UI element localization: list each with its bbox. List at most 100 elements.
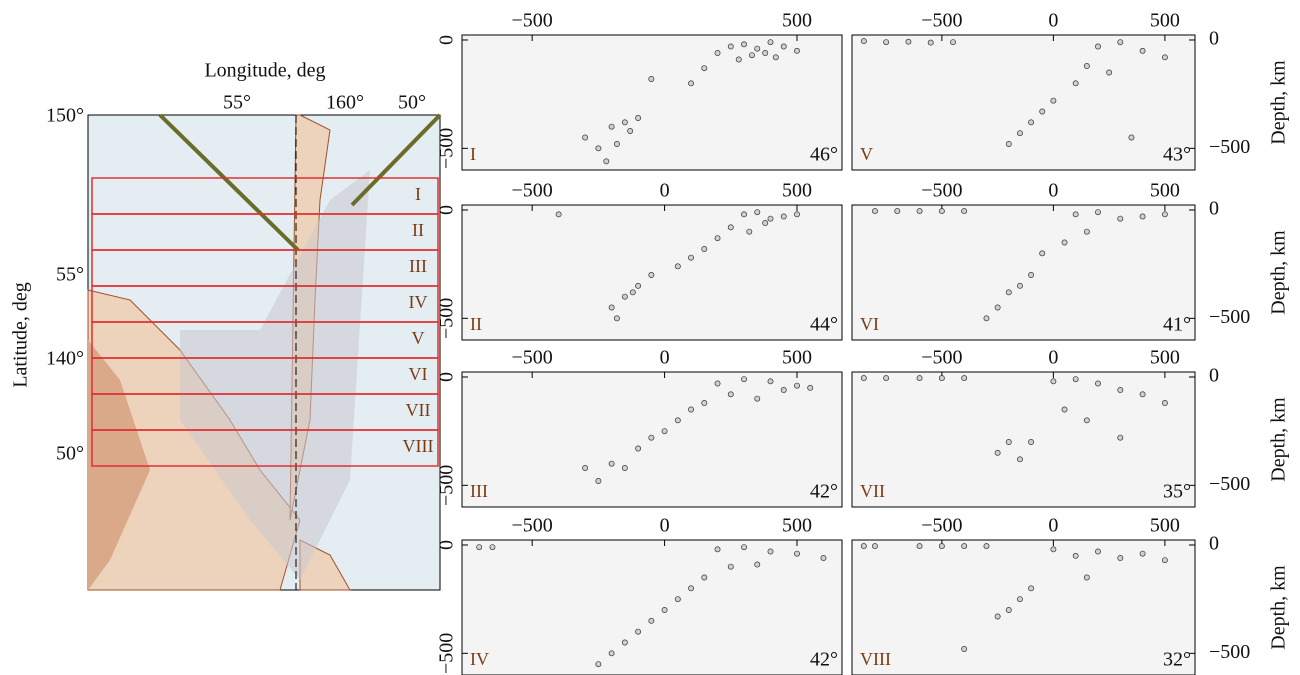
left-label: 150°	[46, 105, 84, 127]
event-point	[983, 315, 990, 322]
x-tick-label: 500	[1150, 180, 1180, 202]
event-point	[780, 213, 787, 220]
event-point	[754, 395, 761, 402]
event-point	[1117, 215, 1124, 222]
event-point	[674, 417, 681, 424]
strip	[91, 429, 439, 467]
event-point	[582, 134, 589, 141]
panel-angle: 43°	[1163, 144, 1191, 166]
event-point	[674, 596, 681, 603]
event-point	[608, 650, 615, 657]
event-point	[582, 465, 589, 471]
event-point	[735, 56, 742, 63]
event-point	[1117, 39, 1124, 46]
event-point	[1072, 376, 1079, 383]
event-point	[1005, 289, 1012, 296]
plot-area	[851, 34, 1196, 171]
top-label: 55°	[223, 92, 251, 114]
panel-label: I	[470, 144, 476, 164]
event-point	[1028, 439, 1035, 445]
event-point	[754, 45, 761, 52]
event-point	[1161, 400, 1168, 406]
x-tick-label: 0	[1048, 10, 1058, 32]
event-point	[741, 544, 747, 551]
event-point	[714, 380, 721, 387]
panel-angle: 42°	[810, 481, 838, 503]
event-point	[794, 550, 800, 557]
event-point	[961, 646, 968, 652]
top-label: 50°	[398, 92, 426, 114]
event-point	[608, 304, 615, 311]
event-point	[749, 52, 755, 59]
event-point	[1050, 97, 1057, 104]
event-point	[1072, 211, 1079, 218]
event-point	[807, 384, 814, 391]
y-tick-label: 0	[436, 35, 458, 45]
top-label: 160°	[326, 92, 364, 114]
event-point	[1095, 209, 1101, 216]
event-point	[1061, 239, 1068, 246]
event-point	[688, 254, 695, 261]
event-point	[927, 39, 934, 46]
event-point	[916, 543, 923, 550]
event-point	[1005, 439, 1012, 445]
event-point	[938, 543, 945, 550]
y-tick-label: −500	[436, 465, 458, 506]
left-label: 50°	[56, 443, 84, 465]
event-point	[489, 544, 496, 551]
x-tick-label: 500	[782, 347, 812, 369]
y-tick-label: 0	[1209, 365, 1219, 387]
event-point	[872, 208, 878, 215]
event-point	[621, 465, 628, 471]
panel-label: III	[470, 481, 488, 501]
event-point	[688, 80, 695, 87]
event-point	[950, 39, 956, 46]
y-tick-label: 0	[436, 372, 458, 382]
event-point	[1016, 456, 1023, 463]
event-point	[701, 400, 708, 406]
plot-area	[851, 539, 1196, 675]
event-point	[661, 428, 668, 435]
x-tick-label: −500	[512, 10, 553, 32]
panel-angle: 32°	[1163, 649, 1191, 671]
event-point	[1039, 108, 1046, 115]
event-point	[1050, 546, 1057, 553]
event-point	[994, 613, 1001, 620]
plot-area	[851, 371, 1196, 508]
event-point	[595, 661, 602, 668]
event-point	[983, 543, 990, 550]
event-point	[1028, 272, 1035, 278]
strip-label: VIII	[403, 436, 434, 456]
panel-angle: 35°	[1163, 481, 1191, 503]
event-point	[916, 375, 923, 382]
event-point	[905, 38, 912, 45]
x-axis-label: Longitude, deg	[204, 60, 325, 82]
panel-label: II	[470, 314, 482, 334]
event-point	[727, 43, 734, 50]
event-point	[648, 617, 655, 624]
strip-label: III	[409, 256, 427, 276]
x-tick-label: −500	[921, 180, 962, 202]
y-tick-label: 0	[1209, 28, 1219, 50]
event-point	[714, 546, 721, 553]
panel-label: VIII	[860, 649, 891, 669]
event-point	[1072, 80, 1079, 87]
event-point	[1005, 607, 1012, 613]
event-point	[1016, 596, 1023, 603]
event-point	[746, 228, 753, 235]
event-point	[1161, 54, 1168, 61]
x-tick-label: 0	[660, 347, 670, 369]
event-point	[883, 39, 890, 46]
event-point	[938, 208, 945, 215]
event-point	[648, 434, 655, 441]
event-point	[820, 555, 827, 561]
event-point	[1106, 69, 1113, 76]
plot-area	[461, 539, 843, 675]
event-point	[1061, 406, 1068, 413]
y-axis-label: Depth, km	[1268, 397, 1290, 482]
event-point	[1005, 141, 1012, 147]
y-tick-label: −500	[1209, 306, 1250, 328]
event-point	[1117, 555, 1124, 561]
